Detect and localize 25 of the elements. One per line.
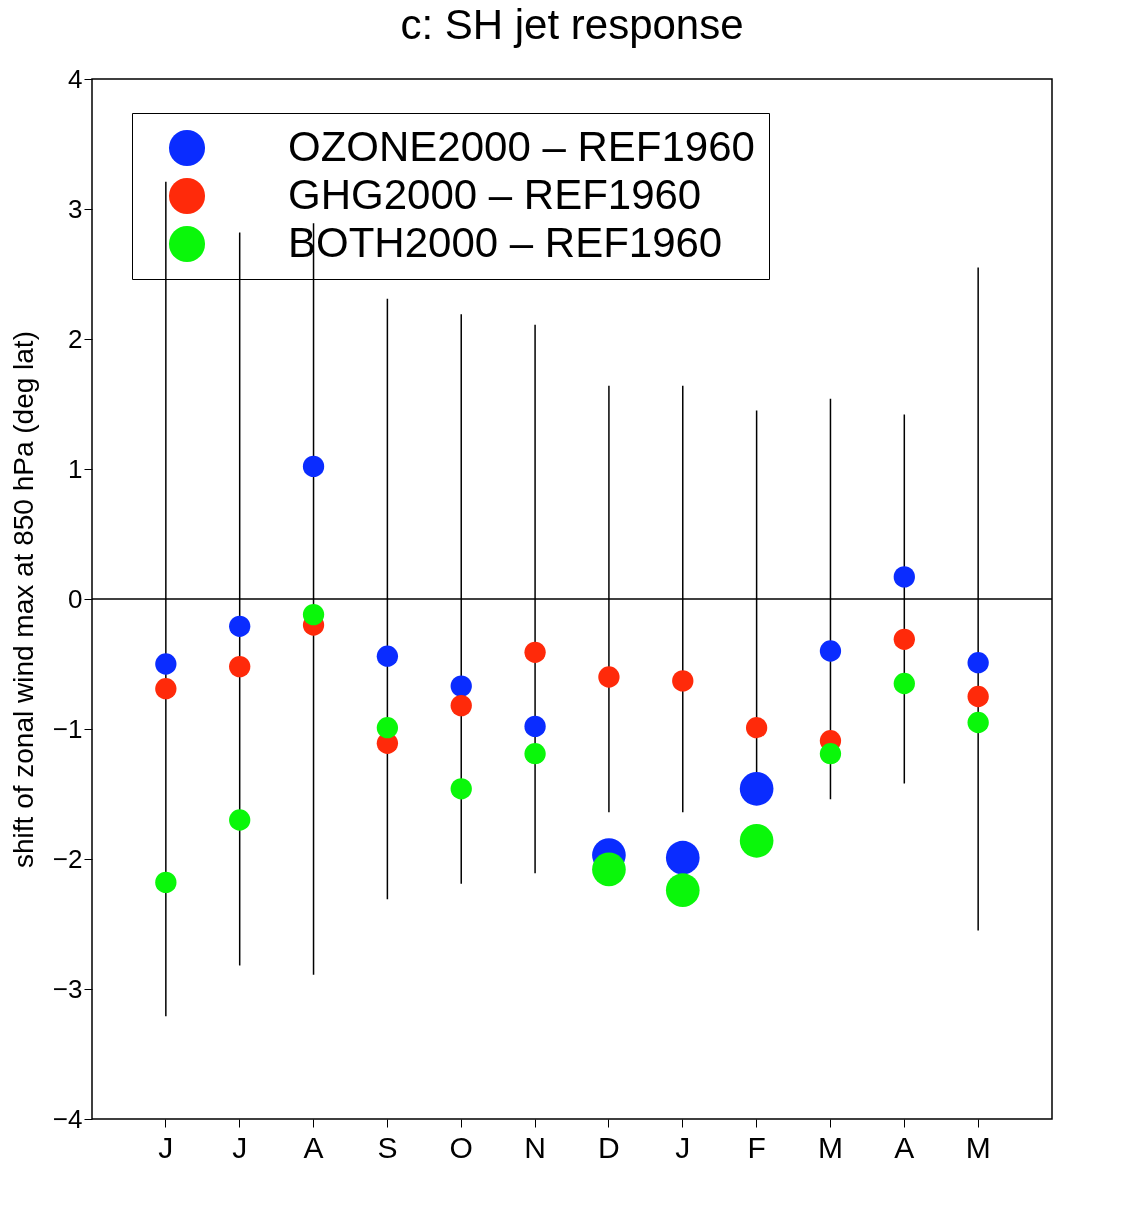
x-tick-label: J: [675, 1130, 691, 1164]
x-tick-label: J: [158, 1130, 174, 1164]
y-tick-label: −2: [52, 843, 83, 874]
x-tick-label: M: [817, 1130, 843, 1164]
legend-label: GHG2000 – REF1960: [288, 171, 702, 218]
x-tick-label: A: [303, 1130, 324, 1164]
y-tick-label: 3: [68, 193, 83, 224]
x-tick-label: M: [965, 1130, 991, 1164]
x-tick-label: F: [747, 1130, 766, 1164]
y-tick-label: 1: [68, 453, 83, 484]
x-tick-label: N: [524, 1130, 546, 1164]
y-tick-label: 0: [68, 583, 83, 614]
x-tick-label: J: [232, 1130, 248, 1164]
y-tick-label: 4: [68, 63, 83, 94]
x-tick-label: A: [894, 1130, 915, 1164]
y-axis-title: shift of zonal wind max at 850 hPa (deg lat): [7, 331, 39, 868]
x-tick-label: S: [377, 1130, 398, 1164]
y-tick-label: −4: [52, 1103, 83, 1134]
y-tick-label: 2: [68, 323, 83, 354]
legend-label: OZONE2000 – REF1960: [288, 123, 755, 170]
y-tick-label: −3: [52, 973, 83, 1004]
y-tick-label: −1: [52, 713, 83, 744]
x-tick-label: O: [449, 1130, 473, 1164]
x-tick-label: D: [598, 1130, 620, 1164]
chart-title: c: SH jet response: [400, 1, 744, 48]
